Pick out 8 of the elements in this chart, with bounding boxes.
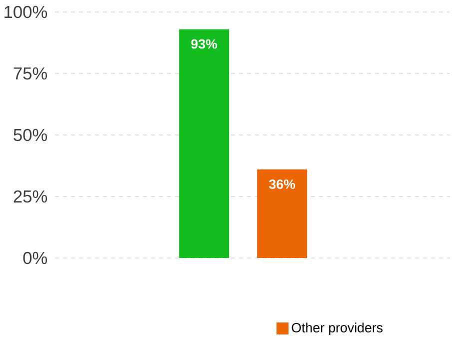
y-tick-label: 100% — [4, 6, 48, 18]
y-tick-label: 0% — [23, 252, 48, 264]
y-tick-label: 75% — [14, 67, 48, 80]
legend-label: Other providers — [292, 322, 383, 336]
y-tick-label: 50% — [14, 128, 48, 142]
data-label: 36% — [269, 179, 296, 189]
data-label: 93% — [191, 39, 218, 49]
y-tick-label: 25% — [14, 190, 48, 203]
